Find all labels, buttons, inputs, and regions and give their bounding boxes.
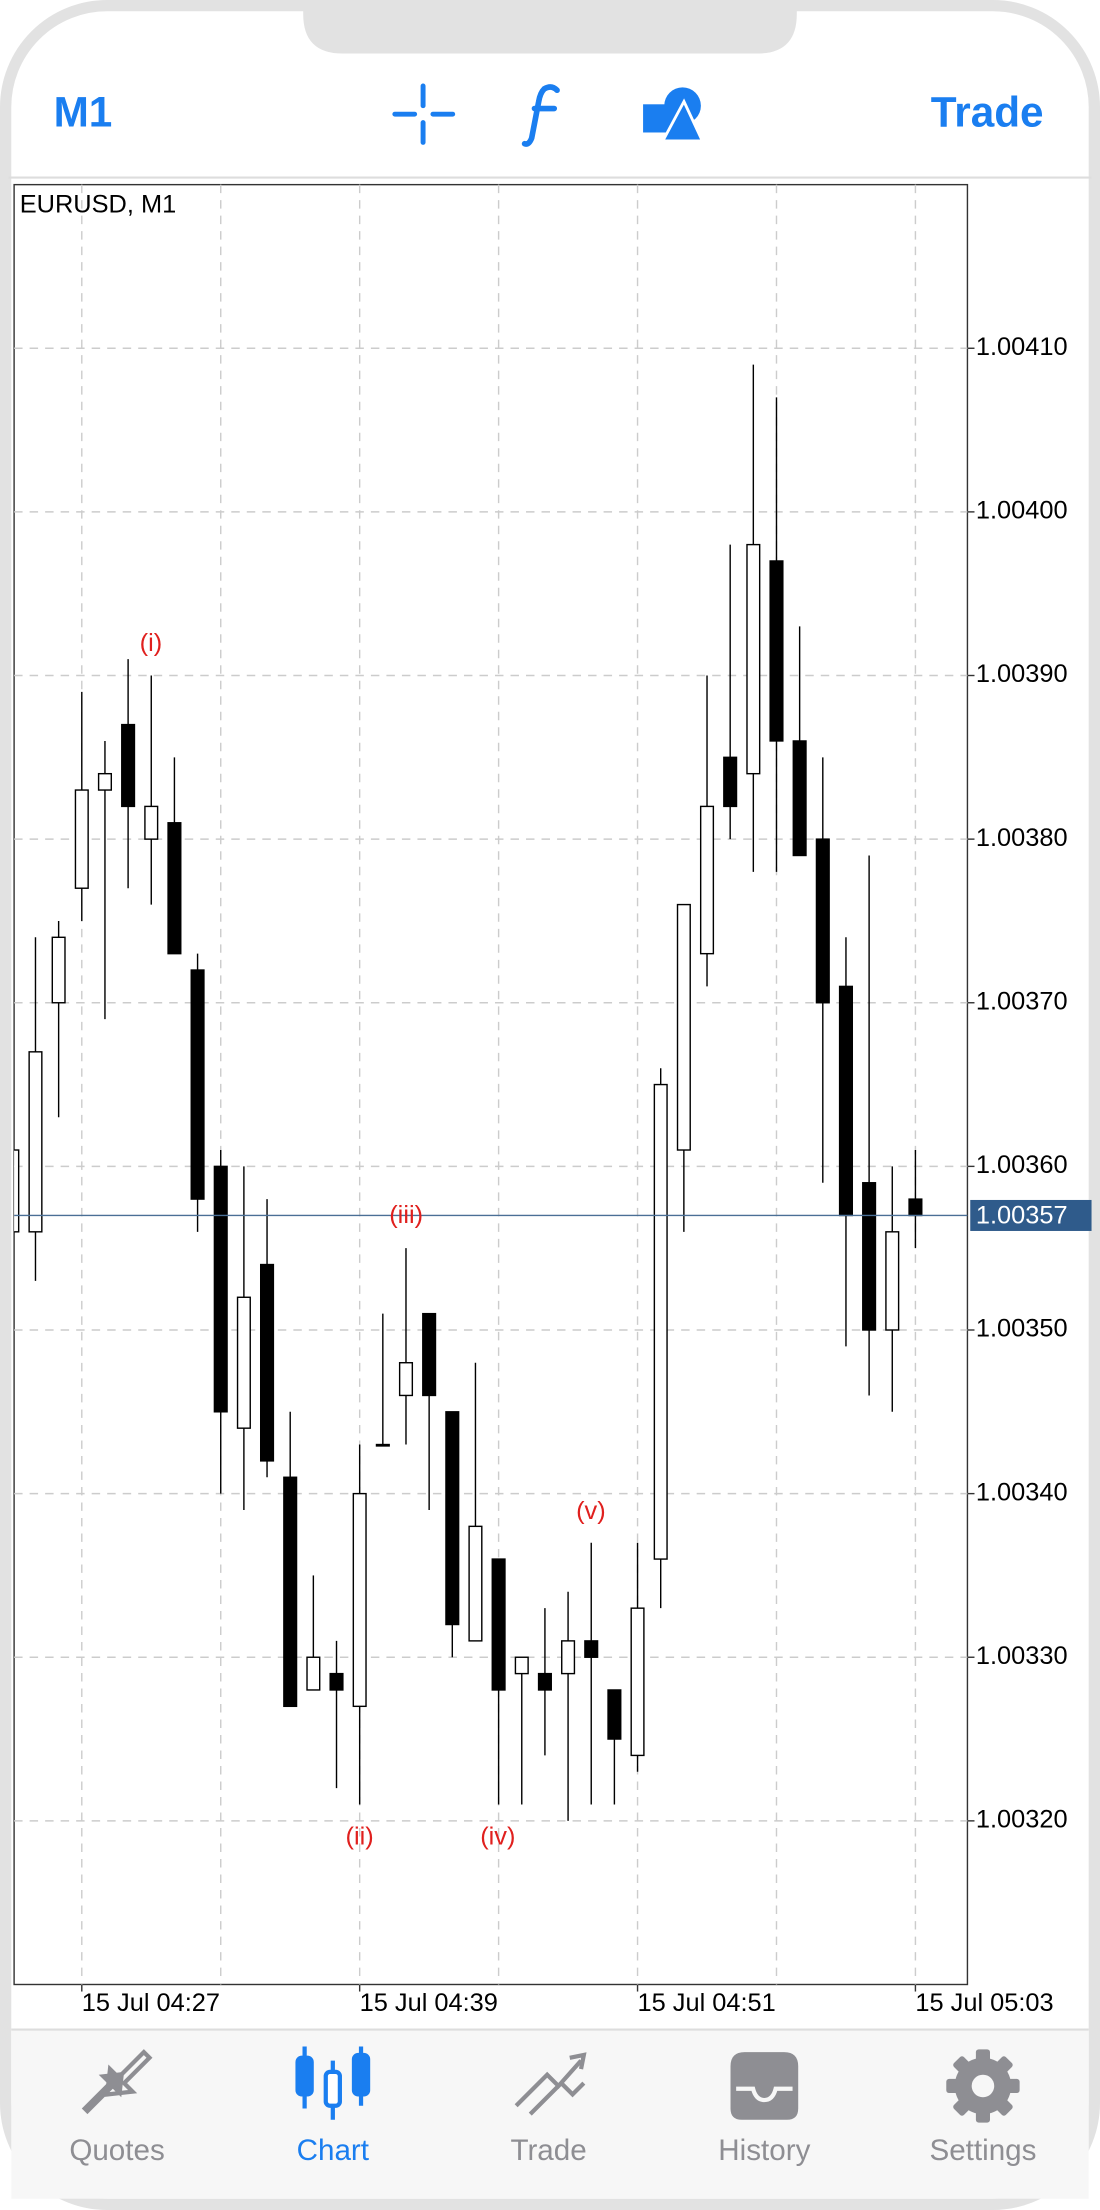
candle-body — [491, 1558, 506, 1691]
candle-body — [862, 1182, 877, 1331]
candle-body — [885, 1231, 900, 1331]
y-tick-label: 1.00320 — [976, 1806, 1068, 1834]
wave-label: (iv) — [480, 1823, 515, 1851]
notch — [303, 0, 797, 54]
candle-body — [352, 1492, 367, 1708]
candle-body — [514, 1656, 529, 1675]
history-icon — [730, 2052, 799, 2120]
candle-body — [746, 543, 761, 775]
x-tick-label: 15 Jul 05:03 — [915, 1989, 1053, 2017]
candle-body — [468, 1525, 483, 1642]
candle-body — [607, 1689, 622, 1740]
candle-body — [653, 1083, 668, 1560]
chart-title: EURUSD, M1 — [20, 190, 176, 218]
tab-label[interactable]: Chart — [297, 2134, 369, 2167]
tab-label[interactable]: Quotes — [69, 2134, 164, 2167]
y-tick-label: 1.00380 — [976, 824, 1068, 852]
candle-body — [51, 936, 66, 1004]
settings-icon — [946, 2049, 1020, 2123]
candle-body — [584, 1640, 599, 1658]
candle-body — [676, 903, 691, 1151]
candle-body — [375, 1443, 390, 1447]
candle-body — [723, 756, 738, 808]
candle-body — [838, 985, 854, 1217]
wave-label: (i) — [140, 629, 163, 657]
objects-button[interactable] — [643, 87, 705, 143]
x-tick-label: 15 Jul 04:39 — [360, 1989, 498, 2017]
y-tick-label: 1.00400 — [976, 497, 1068, 525]
current-price-box — [970, 1199, 1092, 1231]
candle-body — [121, 723, 136, 808]
tab-label[interactable]: Trade — [510, 2134, 586, 2167]
candle-body — [792, 740, 807, 857]
x-tick-label: 15 Jul 04:51 — [638, 1989, 776, 2017]
tabs: Quotes Chart Trade History Settings — [69, 2134, 1036, 2167]
candles — [14, 364, 968, 1821]
timeframe-button[interactable]: M1 — [54, 89, 113, 136]
wave-label: (ii) — [346, 1823, 374, 1851]
candle-body — [236, 1296, 251, 1429]
y-tick-label: 1.00390 — [976, 660, 1068, 688]
candle-body — [329, 1672, 344, 1691]
candle-body — [398, 1362, 414, 1397]
candle-body — [144, 805, 159, 840]
labels: 1.00320 1.00330 1.00340 1.00350 1.00360 1.003… — [82, 333, 1092, 2017]
y-tick-label: 1.00360 — [976, 1151, 1068, 1179]
wave-label: (v) — [576, 1497, 606, 1525]
wave-label: (iii) — [389, 1201, 423, 1229]
chart-icon — [295, 2046, 371, 2120]
candle-body — [306, 1656, 321, 1691]
y-tick-label: 1.00370 — [976, 987, 1068, 1015]
candle-body — [815, 838, 830, 1004]
candle-body — [630, 1607, 645, 1757]
grid — [14, 184, 975, 1992]
candle-body — [445, 1411, 460, 1626]
trade-icon — [514, 2052, 587, 2116]
indicators-button[interactable] — [521, 84, 560, 147]
trade-button[interactable]: Trade — [931, 89, 1044, 136]
y-tick-label: 1.00330 — [976, 1642, 1068, 1670]
candle-body — [167, 822, 182, 955]
candle-body — [259, 1263, 275, 1462]
candle-body — [422, 1312, 437, 1397]
x-tick-label: 15 Jul 04:27 — [82, 1989, 220, 2017]
plot-area — [13, 183, 969, 1986]
y-tick-label: 1.00350 — [976, 1315, 1068, 1343]
candle-body — [561, 1640, 576, 1675]
candle-body — [74, 789, 89, 889]
quotes-icon — [81, 2049, 153, 2115]
tab-label[interactable]: History — [718, 2134, 810, 2167]
candle-body — [213, 1165, 228, 1413]
current-price-label: 1.00357 — [976, 1202, 1068, 1230]
y-tick-label: 1.00410 — [976, 333, 1068, 361]
candle-body — [14, 1149, 20, 1233]
candle-body — [190, 969, 205, 1200]
tab-label[interactable]: Settings — [929, 2134, 1036, 2167]
candle-body — [97, 772, 113, 791]
candle-body — [699, 805, 715, 955]
candle-body — [537, 1672, 552, 1691]
crosshair-button[interactable] — [392, 83, 456, 145]
candle-body — [769, 560, 784, 742]
y-tick-label: 1.00340 — [976, 1478, 1068, 1506]
tab-bar — [11, 2029, 1089, 2199]
candle-body — [283, 1476, 298, 1708]
candle-body — [908, 1198, 923, 1217]
candle-body — [28, 1051, 43, 1233]
